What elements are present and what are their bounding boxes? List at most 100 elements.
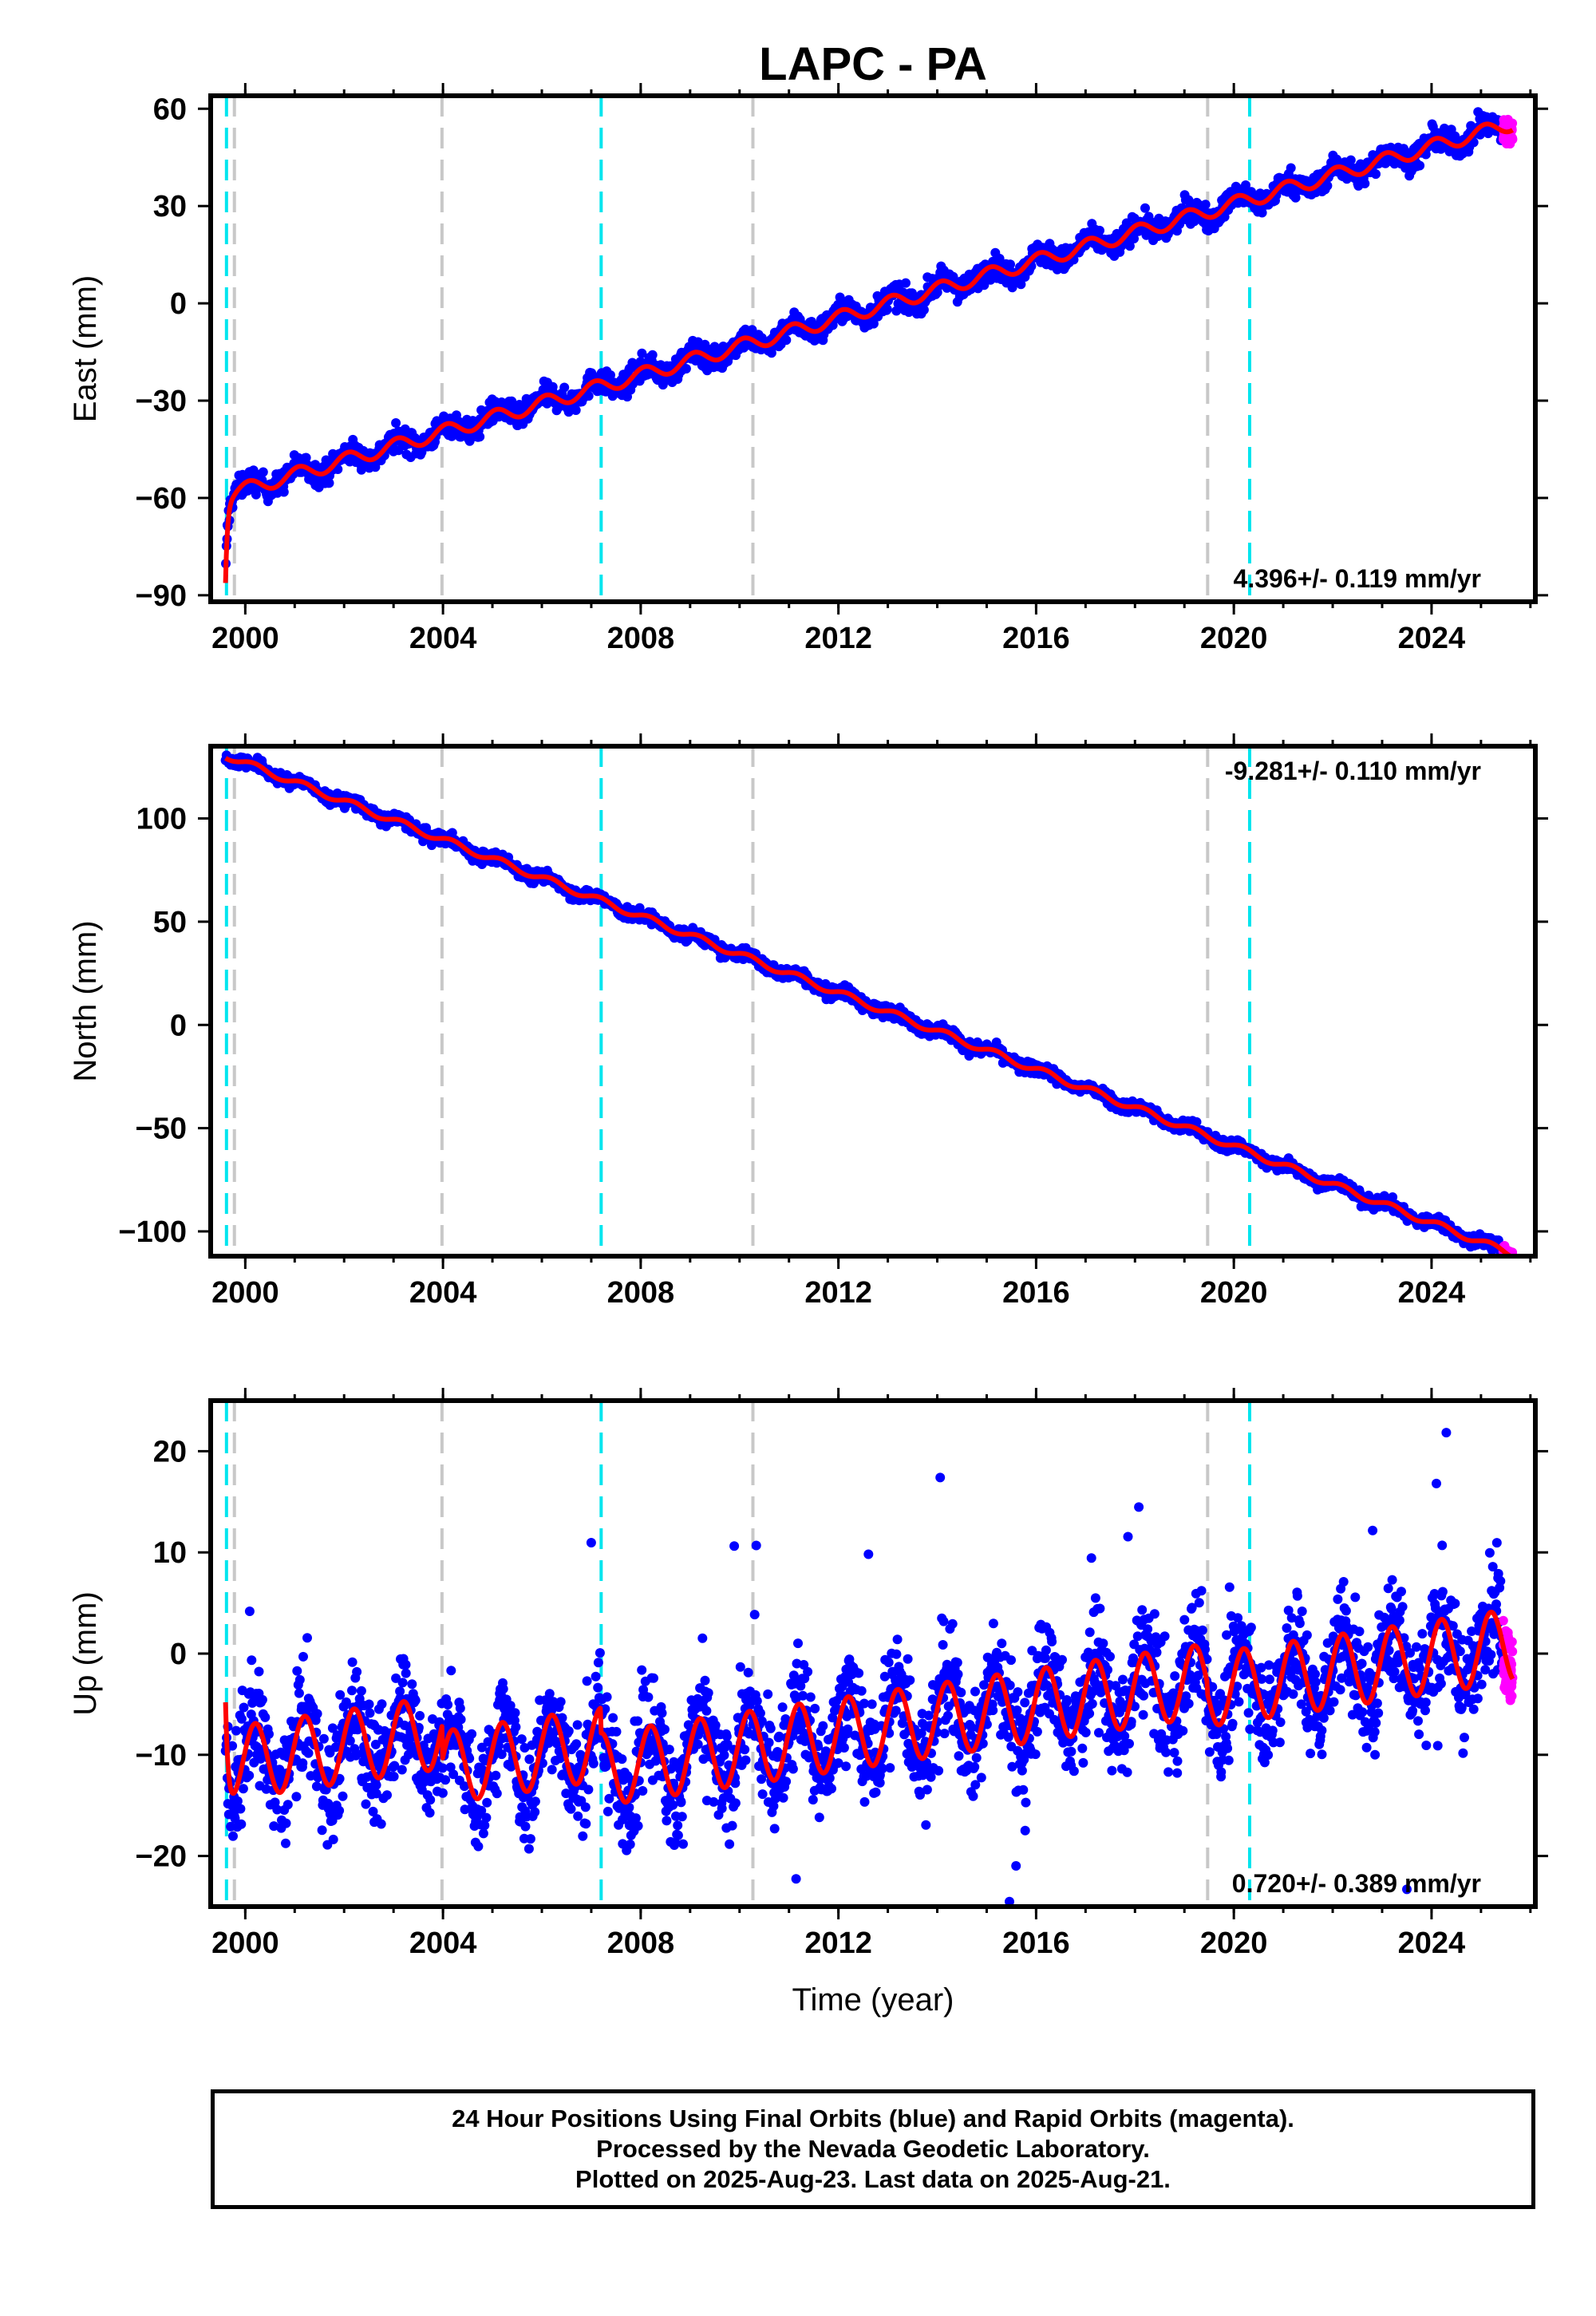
north-x-tick-label: 2000 (211, 1276, 279, 1310)
east-data-point (559, 382, 570, 393)
north-x-tick-label: 2008 (607, 1276, 675, 1310)
east-x-tick-label: 2012 (804, 622, 872, 655)
north-x-tick-label: 2004 (409, 1276, 477, 1310)
east-y-axis-label: East (mm) (68, 275, 103, 422)
up-data-point (334, 1805, 345, 1816)
north-x-tick-label: 2016 (1002, 1276, 1070, 1310)
east-data-point (1257, 207, 1267, 218)
up-data-point (238, 1784, 248, 1794)
east-data-point (766, 348, 776, 358)
north-y-tick-label: −100 (118, 1215, 187, 1249)
east-panel: 2000 2004 2008 2012 2016 2020 202460300−30−60−… (68, 83, 1548, 655)
east-data-point (781, 335, 792, 346)
east-data-point (1095, 225, 1104, 235)
up-data-point (302, 1633, 312, 1643)
up-data-point (257, 1694, 267, 1705)
east-final-orbit-points (221, 107, 1508, 569)
up-data-point (317, 1825, 327, 1836)
east-x-tick-label: 2024 (1398, 622, 1466, 655)
north-x-tick-label: 2020 (1200, 1276, 1268, 1310)
east-data-point (681, 364, 691, 373)
north-x-tick-label: 2024 (1398, 1276, 1466, 1310)
up-data-point (335, 1690, 346, 1700)
east-data-point (587, 368, 597, 378)
east-data-point (918, 305, 929, 315)
east-y-tick-label: −90 (136, 579, 187, 613)
up-data-point (328, 1834, 338, 1844)
east-x-tick-label: 2004 (409, 622, 477, 655)
up-data-point (292, 1666, 302, 1676)
east-x-tick-label: 2020 (1200, 622, 1268, 655)
east-data-point (1322, 180, 1333, 191)
up-data-point (291, 1792, 302, 1802)
up-data-point (303, 1748, 314, 1758)
east-data-point (583, 391, 594, 401)
up-data-point (254, 1666, 264, 1677)
east-data-point (1124, 241, 1135, 251)
east-data-point (1005, 259, 1015, 270)
east-data-point (637, 348, 647, 358)
up-data-point (239, 1702, 249, 1713)
east-data-point (571, 405, 581, 415)
north-y-tick-label: 50 (153, 906, 187, 939)
east-data-point (1140, 203, 1150, 213)
up-data-point (338, 1791, 348, 1801)
up-data-point (312, 1709, 322, 1719)
up-data-point (281, 1818, 291, 1828)
east-x-tick-label: 2000 (211, 622, 279, 655)
north-x-tick-label: 2012 (804, 1276, 872, 1310)
east-data-point (475, 432, 485, 442)
chart-title: LAPC - PA (759, 38, 987, 90)
up-panel: 2000 2004 2008 2012 2016 2020 202420100−10−20U… (68, 1388, 1548, 2018)
east-x-tick-label: 2008 (607, 622, 675, 655)
east-y-tick-label: −30 (136, 385, 187, 418)
up-data-point (307, 1939, 317, 1948)
up-data-point (247, 1655, 257, 1666)
north-plot-area (220, 746, 1518, 1256)
east-data-point (1415, 160, 1425, 171)
up-data-point (281, 1838, 290, 1848)
east-data-point (310, 460, 321, 470)
up-data-point (347, 1686, 357, 1696)
north-velocity-label: -9.281+/- 0.110 mm/yr (1225, 757, 1481, 785)
up-data-point (294, 1674, 305, 1685)
east-data-point (1200, 200, 1211, 210)
east-data-point (1507, 134, 1518, 144)
east-data-point (1290, 192, 1301, 203)
north-y-tick-label: 0 (170, 1009, 187, 1042)
east-data-point (258, 467, 268, 477)
north-y-tick-label: −50 (136, 1113, 187, 1146)
up-data-point (228, 1831, 238, 1841)
east-data-point (1345, 155, 1356, 165)
east-plot-area (221, 96, 1518, 602)
east-data-point (324, 478, 334, 488)
east-data-point (868, 318, 879, 329)
up-data-point (298, 1758, 308, 1769)
north-panel: 2000 2004 2008 2012 2016 2020 2024 100 50 0 −50 −10… (68, 733, 1548, 1310)
up-data-point (235, 1804, 246, 1814)
east-data-point (1016, 279, 1026, 290)
east-data-point (333, 464, 343, 474)
up-data-point (294, 1688, 304, 1698)
up-data-point (298, 1651, 308, 1662)
east-data-point (1360, 179, 1370, 188)
east-y-tick-label: 0 (170, 287, 187, 321)
north-y-tick-label: 100 (136, 803, 187, 836)
up-data-point (244, 1770, 255, 1780)
east-x-tick-label: 2016 (1002, 622, 1070, 655)
up-data-point (264, 1729, 274, 1739)
east-y-tick-label: −60 (136, 482, 187, 516)
east-data-point (1507, 118, 1518, 128)
up-data-point (352, 1666, 362, 1677)
up-data-point (244, 1607, 255, 1616)
east-velocity-label: 4.396+/- 0.119 mm/yr (1234, 564, 1481, 593)
east-data-point (647, 350, 658, 360)
east-data-point (1241, 180, 1250, 190)
up-data-point (260, 1712, 271, 1722)
east-data-point (1286, 163, 1296, 173)
east-data-point (882, 304, 892, 314)
east-data-point (1371, 169, 1381, 180)
east-data-point (279, 487, 289, 497)
east-y-tick-label: 30 (153, 190, 187, 223)
